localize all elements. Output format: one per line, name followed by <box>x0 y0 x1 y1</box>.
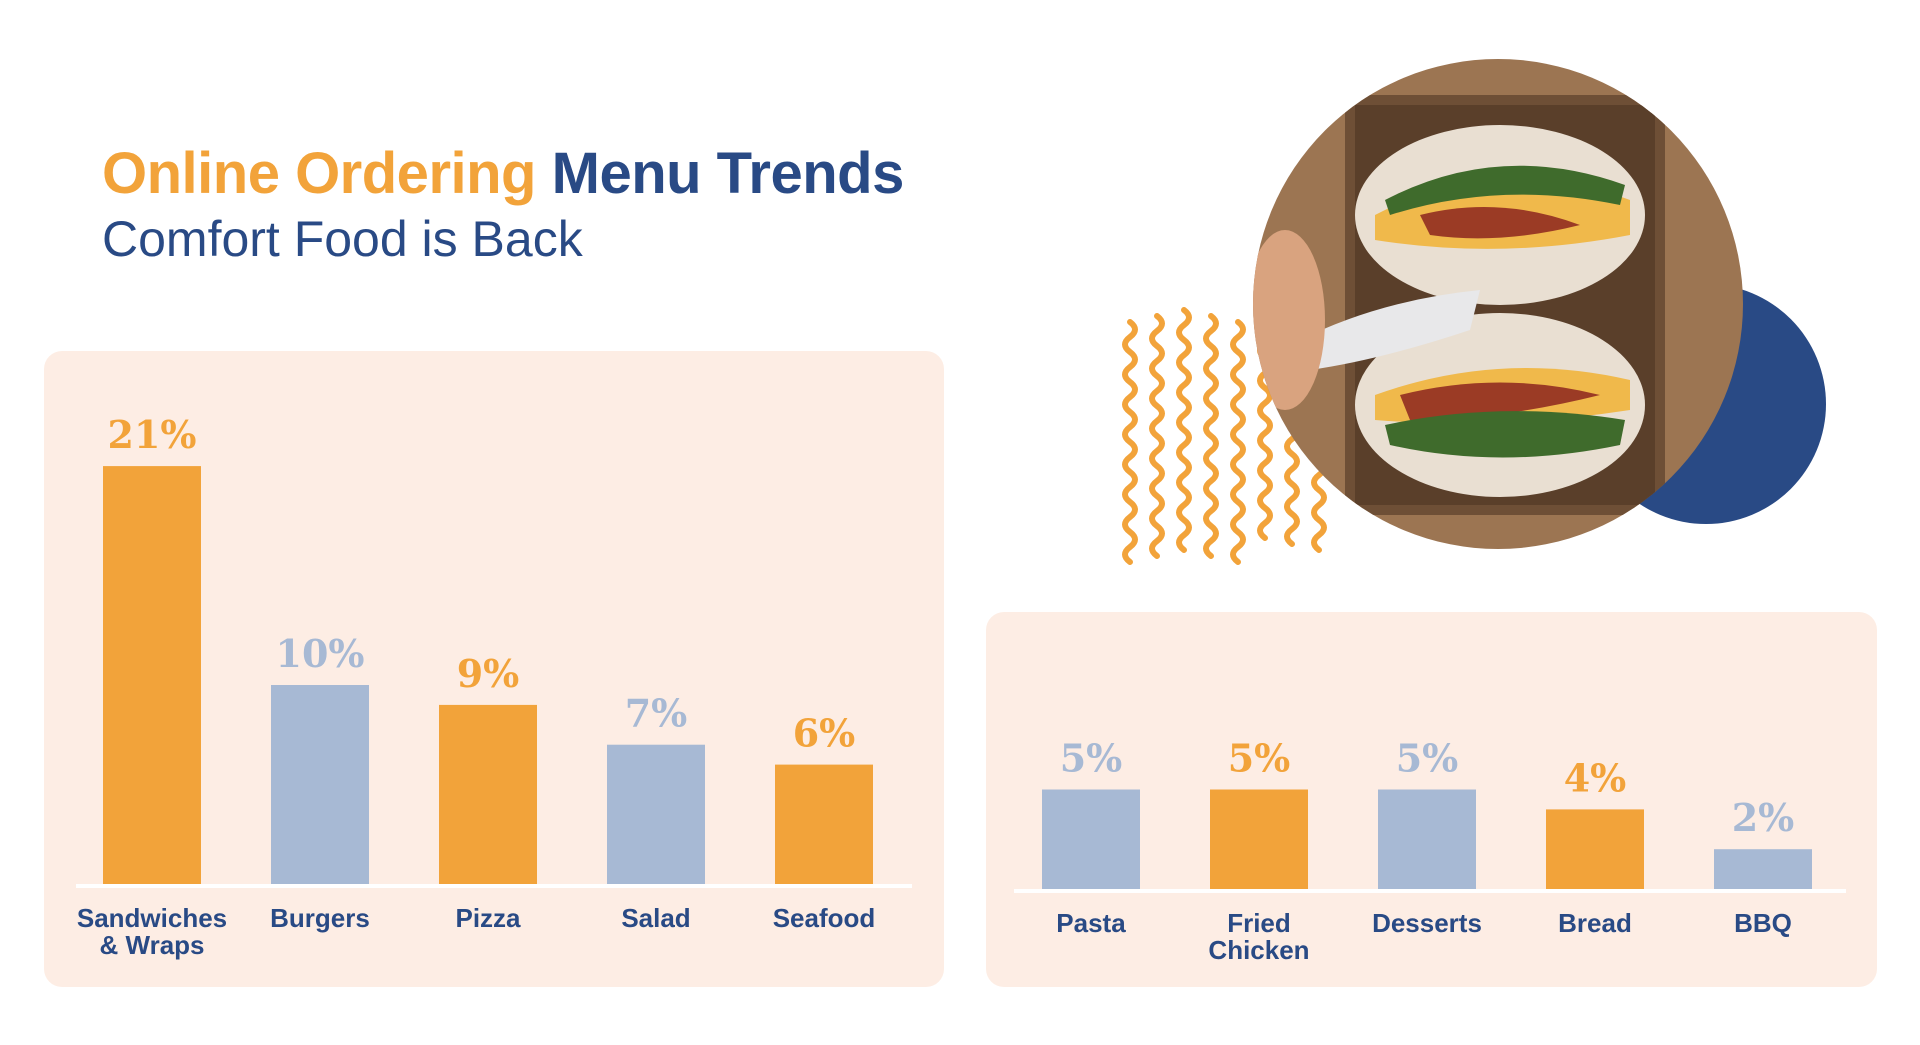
data-label: 4% <box>1564 755 1627 800</box>
wave-line <box>1230 319 1246 565</box>
data-label: 5% <box>1060 736 1123 781</box>
page-title: Online Ordering Menu Trends <box>102 140 904 207</box>
wave-line <box>1122 319 1138 565</box>
data-label: 7% <box>625 691 688 736</box>
category-label: Bread <box>1558 908 1632 938</box>
sandwich-photo <box>1253 59 1743 549</box>
bar <box>439 704 537 884</box>
category-label: Desserts <box>1372 908 1482 938</box>
subtitle: Comfort Food is Back <box>102 211 583 267</box>
category-label: Burgers <box>270 903 370 933</box>
data-label: 5% <box>1228 736 1291 781</box>
bar <box>1378 789 1476 889</box>
category-label: Fried Chicken <box>1208 908 1309 965</box>
category-label: Seafood <box>773 903 876 933</box>
bar <box>607 744 705 884</box>
category-label: Sandwiches & Wraps <box>77 903 227 960</box>
bar <box>271 685 369 884</box>
bar <box>1714 849 1812 889</box>
data-label: 9% <box>457 651 520 696</box>
data-label: 21% <box>108 412 197 457</box>
title-highlight: Online Ordering <box>102 141 537 206</box>
bar-chart-right: 5% Pasta 5% Fried Chicken 5% Desserts 4% Bread 2%… <box>1014 736 1846 965</box>
wave-line <box>1203 313 1219 559</box>
category-label: Pasta <box>1056 908 1126 938</box>
bar <box>103 466 201 884</box>
bar-chart-left: 21% Sandwiches & Wraps 10% Burgers 9% Pizza 7% S… <box>76 412 912 960</box>
category-label: BBQ <box>1734 908 1792 938</box>
wave-line <box>1149 313 1165 559</box>
bar <box>775 764 873 884</box>
wave-line <box>1176 307 1192 553</box>
data-label: 6% <box>793 711 856 756</box>
bar <box>1042 789 1140 889</box>
data-label: 2% <box>1732 795 1795 840</box>
category-label: Salad <box>621 903 690 933</box>
bar <box>1210 789 1308 889</box>
bar <box>1546 809 1644 889</box>
category-label: Pizza <box>455 903 521 933</box>
data-label: 10% <box>276 631 365 676</box>
title-main: Menu Trends <box>551 141 905 206</box>
data-label: 5% <box>1396 736 1459 781</box>
